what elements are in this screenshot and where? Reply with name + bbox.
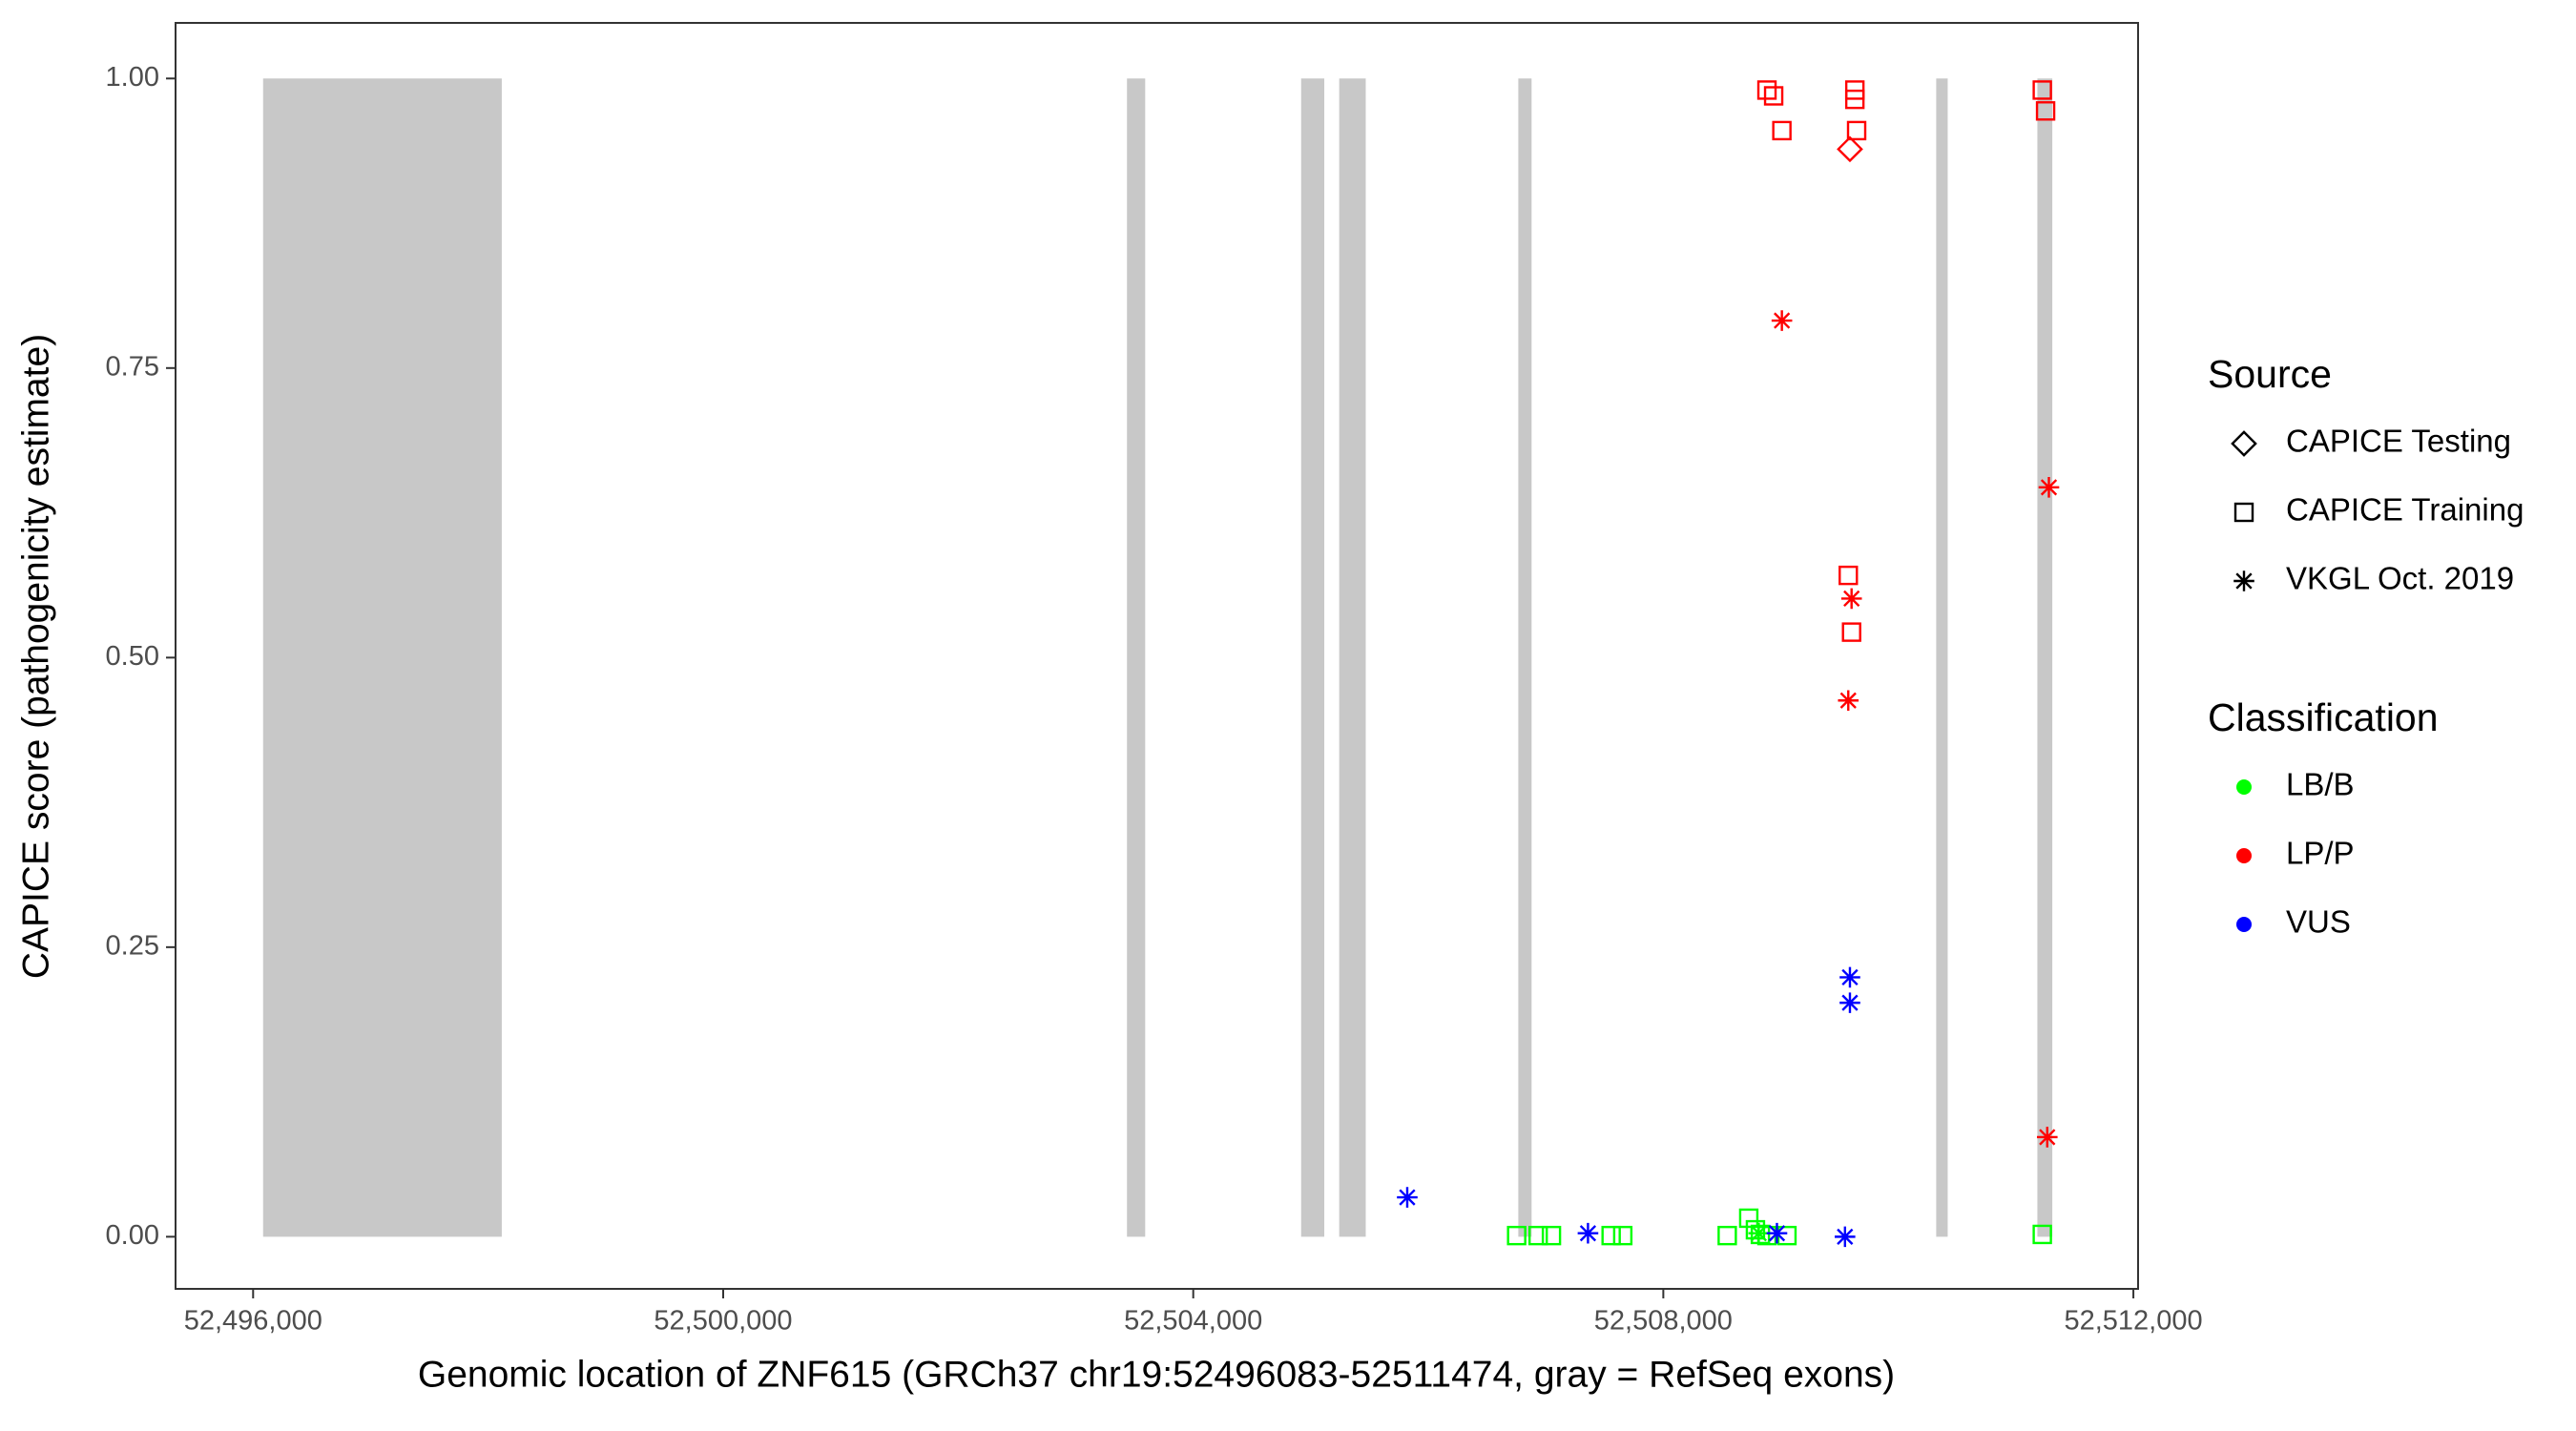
point xyxy=(2032,80,2052,100)
legend-symbol xyxy=(2233,502,2254,523)
point xyxy=(1840,588,1862,610)
legend-label: CAPICE Training xyxy=(2286,492,2524,528)
x-tick-label: 52,512,000 xyxy=(2064,1306,2202,1337)
point xyxy=(1717,1225,1737,1246)
legend-label: VKGL Oct. 2019 xyxy=(2286,561,2514,596)
point xyxy=(2038,477,2060,498)
point xyxy=(1846,120,1867,141)
y-tick-label: 0.50 xyxy=(106,641,159,672)
legend-title: Source xyxy=(2208,352,2332,396)
point xyxy=(1841,622,1861,642)
legend-label: LB/B xyxy=(2286,767,2355,802)
x-axis-title: Genomic location of ZNF615 (GRCh37 chr19… xyxy=(418,1354,1895,1395)
point xyxy=(1839,992,1860,1013)
exon xyxy=(1936,78,1948,1237)
point xyxy=(1750,1224,1771,1245)
point xyxy=(1756,80,1777,100)
point xyxy=(1839,966,1860,988)
exon xyxy=(1300,78,1325,1237)
point xyxy=(1763,86,1784,106)
y-axis-title: CAPICE score (pathogenicity estimate) xyxy=(15,334,56,979)
exon xyxy=(262,78,502,1237)
y-tick-label: 0.75 xyxy=(106,351,159,382)
point xyxy=(1766,1222,1788,1244)
point xyxy=(1748,1222,1770,1244)
exon xyxy=(1339,78,1366,1237)
point xyxy=(2036,1127,2058,1148)
point xyxy=(1837,135,1863,163)
y-tick-label: 0.25 xyxy=(106,930,159,961)
point xyxy=(1541,1225,1562,1246)
point xyxy=(1601,1225,1621,1246)
point xyxy=(2032,1224,2052,1245)
legend-symbol xyxy=(2236,848,2252,863)
point xyxy=(1772,120,1792,141)
exon xyxy=(2037,78,2053,1237)
exon xyxy=(1127,78,1146,1237)
legend-label: VUS xyxy=(2286,904,2351,940)
point xyxy=(1771,310,1793,331)
legend-title: Classification xyxy=(2208,695,2439,739)
point xyxy=(2035,101,2056,121)
plot-panel xyxy=(175,22,2139,1290)
point xyxy=(1612,1225,1633,1246)
legend-symbol xyxy=(2231,430,2257,457)
point xyxy=(1838,690,1859,712)
y-tick-label: 0.00 xyxy=(106,1220,159,1251)
point xyxy=(1835,1226,1856,1248)
point xyxy=(1506,1225,1527,1246)
legend-symbol xyxy=(2233,570,2254,591)
x-tick-label: 52,500,000 xyxy=(654,1306,792,1337)
x-tick-label: 52,496,000 xyxy=(184,1306,322,1337)
legend-label: LP/P xyxy=(2286,836,2355,871)
point xyxy=(1577,1222,1599,1244)
point xyxy=(1397,1187,1418,1208)
exon xyxy=(1518,78,1532,1237)
legend-label: CAPICE Testing xyxy=(2286,424,2511,459)
point xyxy=(1844,89,1865,110)
point xyxy=(1738,1208,1759,1229)
point xyxy=(1839,565,1859,586)
legend-symbol xyxy=(2236,917,2252,932)
y-tick-label: 1.00 xyxy=(106,62,159,93)
point xyxy=(1527,1225,1548,1246)
x-tick-label: 52,508,000 xyxy=(1594,1306,1733,1337)
point xyxy=(1745,1219,1766,1240)
x-tick-label: 52,504,000 xyxy=(1124,1306,1262,1337)
legend-symbol xyxy=(2236,779,2252,795)
